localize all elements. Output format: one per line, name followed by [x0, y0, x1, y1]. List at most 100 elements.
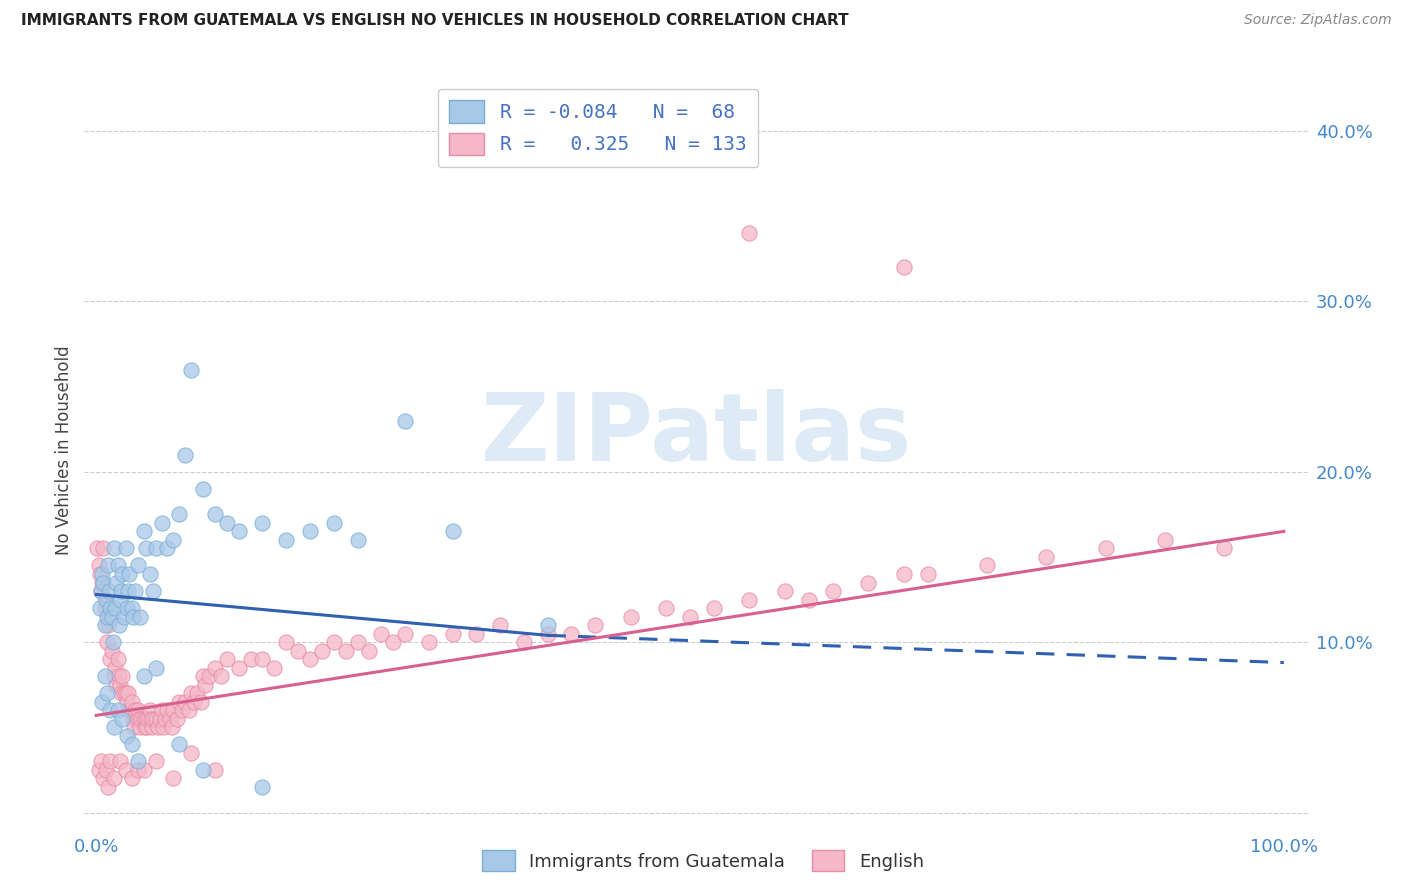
Point — [98, 609, 121, 624]
Point — [94, 592, 117, 607]
Point — [132, 763, 155, 777]
Point — [162, 533, 184, 547]
Point — [536, 618, 558, 632]
Point — [150, 516, 173, 530]
Point — [190, 695, 212, 709]
Point — [418, 635, 440, 649]
Point — [180, 686, 202, 700]
Point — [159, 712, 181, 726]
Point — [110, 584, 132, 599]
Point — [145, 712, 167, 726]
Point — [110, 686, 132, 700]
Point — [180, 362, 202, 376]
Point — [162, 720, 184, 734]
Point — [322, 635, 344, 649]
Point — [1035, 549, 1057, 564]
Point — [976, 558, 998, 573]
Point — [150, 703, 173, 717]
Point — [127, 763, 149, 777]
Point — [856, 575, 879, 590]
Point — [107, 669, 129, 683]
Text: ZIPatlas: ZIPatlas — [481, 389, 911, 482]
Point — [156, 703, 179, 717]
Point — [117, 686, 139, 700]
Point — [215, 652, 238, 666]
Point — [138, 712, 160, 726]
Point — [821, 584, 844, 599]
Point — [276, 533, 298, 547]
Point — [893, 260, 915, 275]
Point — [228, 661, 250, 675]
Point — [115, 686, 138, 700]
Point — [370, 626, 392, 640]
Point — [112, 686, 135, 700]
Point — [146, 720, 169, 734]
Point — [298, 524, 321, 539]
Point — [128, 712, 150, 726]
Point — [124, 703, 146, 717]
Point — [108, 755, 131, 769]
Point — [153, 712, 176, 726]
Point — [105, 575, 128, 590]
Point — [122, 720, 145, 734]
Point — [131, 712, 153, 726]
Point — [138, 566, 160, 581]
Point — [655, 601, 678, 615]
Point — [142, 584, 165, 599]
Point — [93, 601, 115, 615]
Point — [132, 669, 155, 683]
Point — [125, 712, 148, 726]
Point — [489, 618, 512, 632]
Point — [346, 635, 368, 649]
Point — [97, 618, 120, 632]
Point — [141, 720, 163, 734]
Point — [107, 703, 129, 717]
Point — [132, 524, 155, 539]
Point — [93, 575, 115, 590]
Point — [91, 575, 114, 590]
Point — [87, 763, 110, 777]
Point — [90, 584, 112, 599]
Point — [121, 737, 143, 751]
Point — [311, 643, 333, 657]
Point — [276, 635, 298, 649]
Point — [117, 584, 139, 599]
Point — [127, 703, 149, 717]
Point — [91, 695, 114, 709]
Point — [104, 661, 127, 675]
Point — [513, 635, 536, 649]
Point — [100, 652, 122, 666]
Legend: R = -0.084   N =  68, R =   0.325   N = 133: R = -0.084 N = 68, R = 0.325 N = 133 — [437, 88, 758, 167]
Point — [124, 584, 146, 599]
Point — [121, 695, 143, 709]
Point — [90, 584, 112, 599]
Point — [100, 601, 122, 615]
Point — [97, 780, 120, 794]
Point — [191, 669, 214, 683]
Point — [252, 780, 274, 794]
Point — [86, 541, 108, 556]
Point — [166, 712, 188, 726]
Text: Source: ZipAtlas.com: Source: ZipAtlas.com — [1244, 13, 1392, 28]
Point — [97, 558, 120, 573]
Point — [149, 712, 172, 726]
Point — [89, 566, 111, 581]
Point — [100, 609, 122, 624]
Point — [239, 652, 262, 666]
Point — [107, 558, 129, 573]
Point — [121, 772, 143, 786]
Point — [139, 712, 162, 726]
Legend: Immigrants from Guatemala, English: Immigrants from Guatemala, English — [475, 843, 931, 879]
Point — [103, 669, 125, 683]
Point — [115, 601, 138, 615]
Point — [335, 643, 357, 657]
Point — [93, 772, 115, 786]
Point — [465, 626, 488, 640]
Point — [129, 609, 152, 624]
Point — [252, 652, 274, 666]
Point — [191, 482, 214, 496]
Point — [129, 720, 152, 734]
Point — [98, 584, 121, 599]
Point — [186, 686, 208, 700]
Point — [142, 712, 165, 726]
